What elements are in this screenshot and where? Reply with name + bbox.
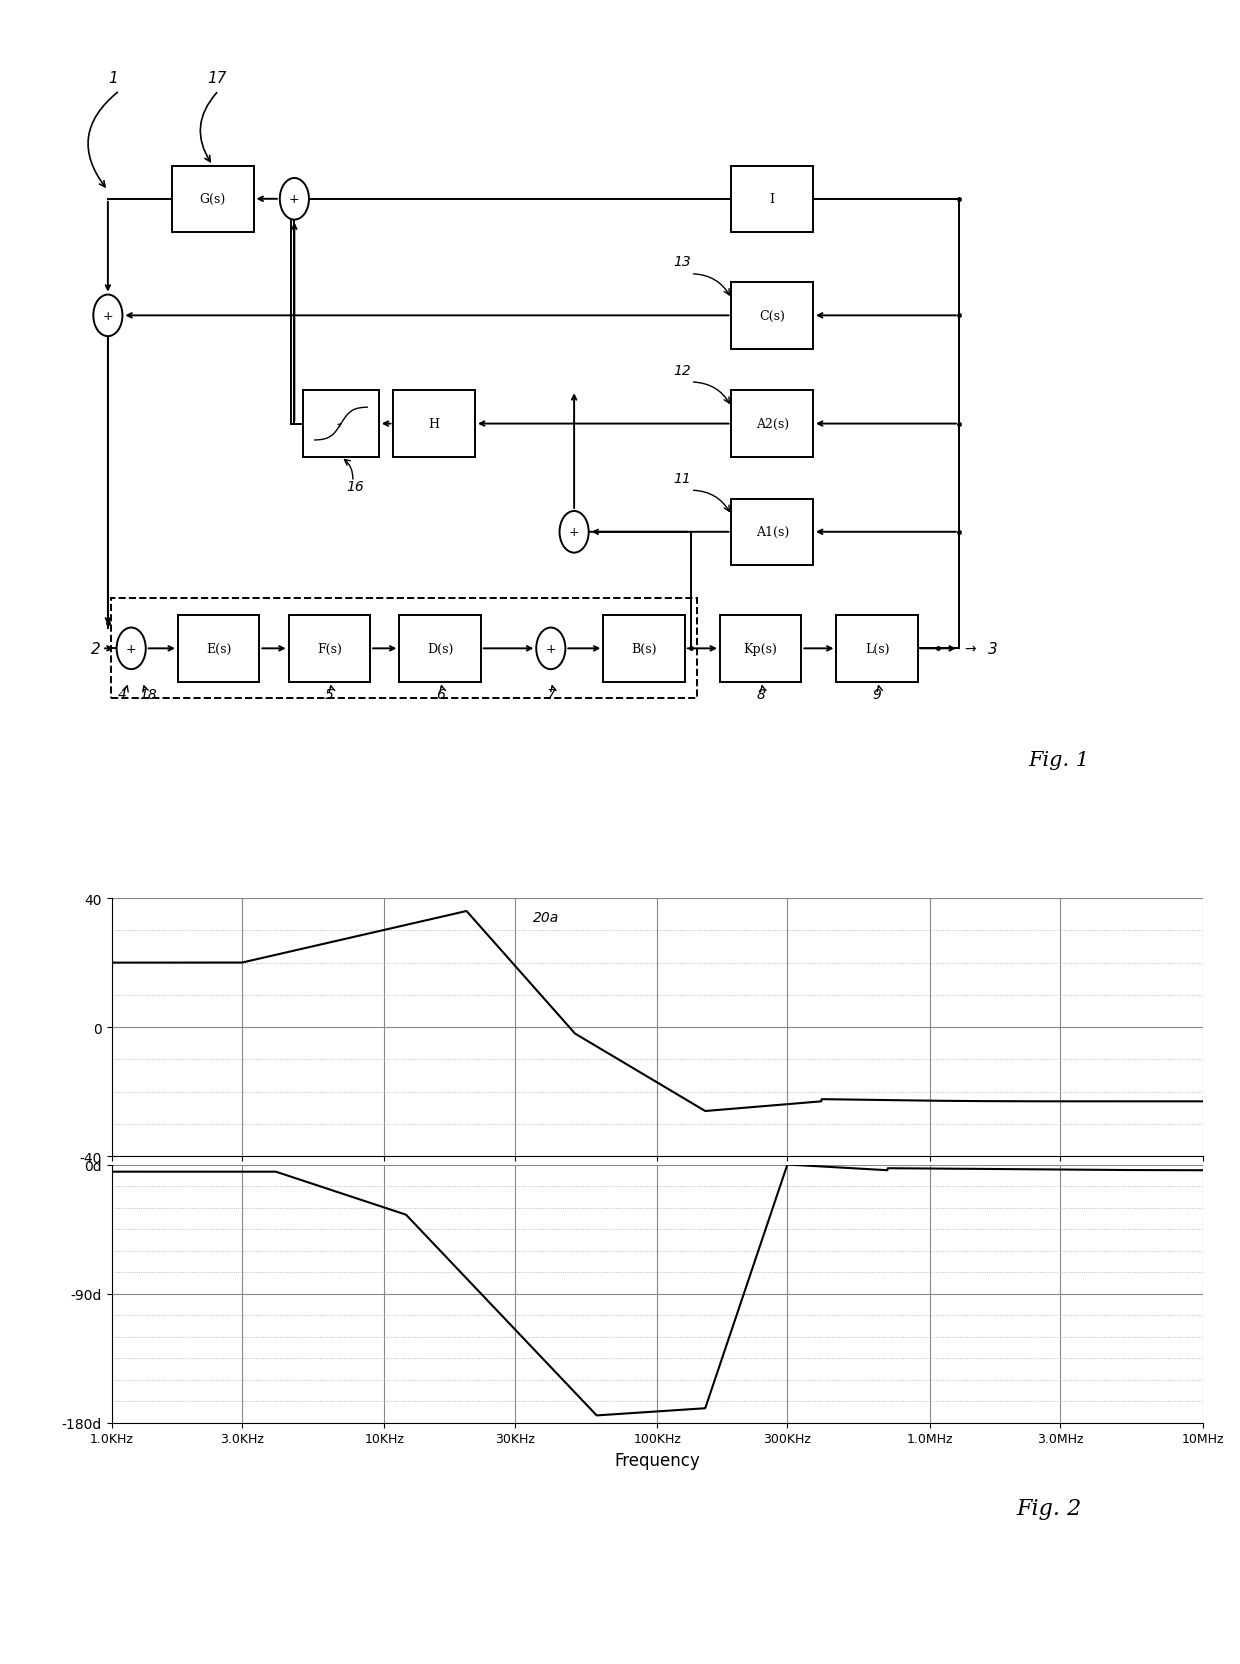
Text: Fig. 2: Fig. 2 <box>1017 1498 1083 1519</box>
Text: →: → <box>965 642 976 656</box>
Text: 6: 6 <box>435 687 444 702</box>
Text: +: + <box>126 642 136 656</box>
Circle shape <box>280 180 309 220</box>
Text: 13: 13 <box>673 255 691 270</box>
Text: F(s): F(s) <box>317 642 342 656</box>
Circle shape <box>536 627 565 671</box>
Bar <box>393 391 475 458</box>
Bar <box>837 616 918 682</box>
Bar <box>732 499 813 566</box>
Text: 4: 4 <box>118 687 126 702</box>
Circle shape <box>93 296 123 338</box>
Text: 1: 1 <box>108 72 118 87</box>
Text: 17: 17 <box>207 72 227 87</box>
Text: +: + <box>546 642 556 656</box>
Text: 5: 5 <box>325 687 334 702</box>
Bar <box>110 599 697 699</box>
Bar <box>289 616 371 682</box>
Bar <box>604 616 684 682</box>
Text: +: + <box>103 310 113 323</box>
Bar <box>172 166 254 233</box>
Bar <box>720 616 801 682</box>
Text: 18: 18 <box>140 687 157 702</box>
Bar <box>732 283 813 349</box>
Text: 8: 8 <box>756 687 765 702</box>
Circle shape <box>117 627 146 671</box>
Text: +: + <box>569 526 579 539</box>
Bar <box>177 616 259 682</box>
Bar <box>399 616 481 682</box>
Text: G(s): G(s) <box>200 193 226 206</box>
Text: C(s): C(s) <box>759 310 785 323</box>
Text: 2: 2 <box>92 641 102 657</box>
Text: 20a: 20a <box>533 910 559 924</box>
Bar <box>303 391 379 458</box>
Text: H: H <box>429 418 440 431</box>
Text: 7: 7 <box>547 687 556 702</box>
Text: 12: 12 <box>673 363 691 378</box>
Text: +: + <box>289 193 300 206</box>
Bar <box>732 391 813 458</box>
Circle shape <box>559 513 589 552</box>
Text: L(s): L(s) <box>866 642 889 656</box>
Text: 3: 3 <box>988 641 998 657</box>
Text: E(s): E(s) <box>206 642 232 656</box>
Text: D(s): D(s) <box>427 642 454 656</box>
Text: A2(s): A2(s) <box>755 418 789 431</box>
Text: 9: 9 <box>873 687 882 702</box>
Text: B(s): B(s) <box>631 642 657 656</box>
Text: 16: 16 <box>347 479 365 494</box>
Text: 11: 11 <box>673 471 691 486</box>
Text: I: I <box>770 193 775 206</box>
Bar <box>732 166 813 233</box>
X-axis label: Frequency: Frequency <box>614 1451 701 1469</box>
Text: Fig. 1: Fig. 1 <box>1029 750 1090 769</box>
Text: A1(s): A1(s) <box>755 526 789 539</box>
Text: Kp(s): Kp(s) <box>744 642 777 656</box>
